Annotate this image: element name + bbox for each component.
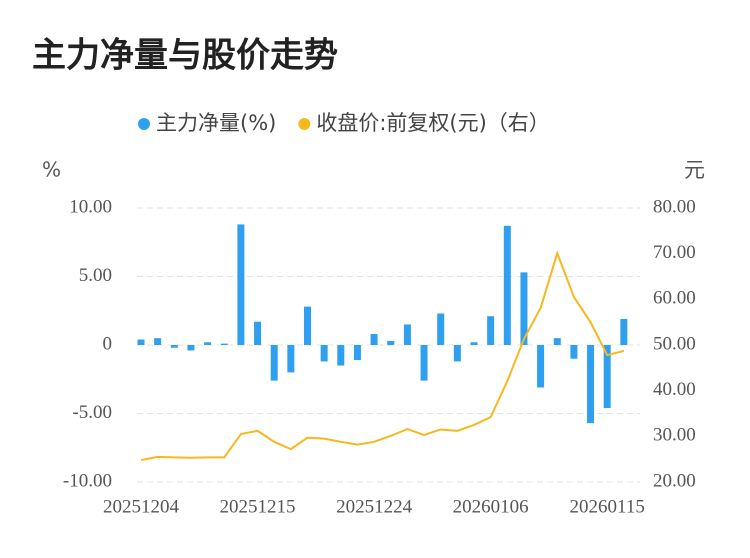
- bar: [220, 343, 228, 345]
- y-tick-label: 0: [103, 333, 113, 354]
- bar: [587, 345, 595, 424]
- y2-axis-label: 元: [684, 158, 705, 182]
- bar: [204, 342, 212, 345]
- bar: [403, 324, 411, 345]
- y-tick-label: 10.00: [69, 196, 112, 217]
- legend-label: 主力净量(%): [156, 111, 276, 135]
- bar: [453, 345, 461, 362]
- y2-tick-label: 60.00: [653, 288, 696, 309]
- x-tick-label: 20251224: [336, 496, 413, 517]
- bar: [353, 345, 361, 361]
- bar: [154, 338, 162, 345]
- x-tick-label: 20251204: [103, 496, 180, 517]
- bar: [420, 345, 428, 381]
- bar: [137, 339, 145, 345]
- bar: [570, 345, 578, 359]
- bar: [487, 316, 495, 345]
- bar: [237, 224, 245, 345]
- bar: [187, 345, 195, 351]
- bar: [520, 272, 528, 345]
- chart-title: 主力净量与股价走势: [32, 36, 338, 76]
- bar: [270, 345, 278, 381]
- bar: [503, 225, 511, 345]
- bar: [287, 345, 295, 373]
- bar: [620, 318, 628, 345]
- bar: [254, 321, 262, 345]
- bar: [470, 342, 478, 345]
- bar: [553, 338, 561, 345]
- bar: [320, 345, 328, 362]
- bar: [437, 313, 445, 345]
- bar: [304, 306, 311, 345]
- y2-tick-label: 80.00: [653, 196, 696, 217]
- y2-tick-label: 20.00: [653, 470, 696, 491]
- x-tick-label: 20260106: [453, 496, 529, 517]
- bar: [370, 334, 378, 345]
- bar: [537, 345, 545, 388]
- y2-tick-label: 70.00: [653, 242, 696, 263]
- price-line: [140, 250, 625, 462]
- bar: [387, 340, 395, 345]
- y-tick-label: 5.00: [79, 265, 112, 286]
- x-tick-label: 20260115: [570, 496, 645, 517]
- x-tick-label: 20251215: [220, 496, 296, 517]
- y-tick-label: -10.00: [63, 470, 112, 491]
- bar: [337, 345, 345, 366]
- bar: [170, 345, 178, 348]
- y2-tick-label: 30.00: [653, 425, 696, 446]
- y2-tick-label: 50.00: [653, 333, 696, 354]
- y-axis-label: %: [42, 158, 61, 182]
- y2-tick-label: 40.00: [653, 379, 696, 400]
- legend-marker: [138, 118, 150, 130]
- legend-label: 收盘价:前复权(元)（右）: [316, 111, 549, 135]
- bar: [603, 345, 611, 409]
- legend-marker: [298, 118, 311, 130]
- y-tick-label: -5.00: [72, 402, 112, 423]
